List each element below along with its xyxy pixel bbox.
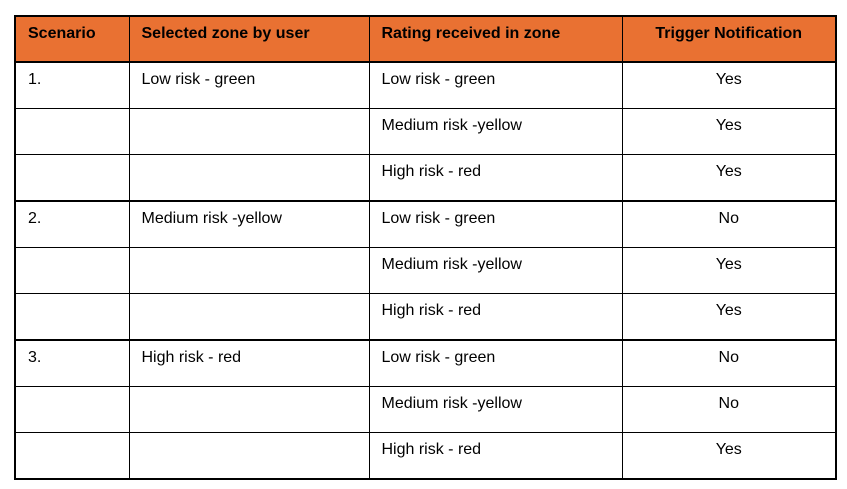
cell-scenario: 1. [14, 61, 130, 109]
cell-rating: Medium risk -yellow [368, 247, 623, 294]
cell-selected-zone-empty [128, 108, 370, 155]
cell-trigger: No [621, 339, 837, 387]
cell-selected-zone: Low risk - green [128, 61, 370, 109]
table-row: Medium risk -yellow Yes [14, 247, 837, 294]
cell-selected-zone: High risk - red [128, 339, 370, 387]
cell-selected-zone-empty [128, 247, 370, 294]
header-cell-scenario: Scenario [14, 15, 130, 63]
cell-scenario: 3. [14, 339, 130, 387]
scenario-notification-table: Scenario Selected zone by user Rating re… [14, 15, 837, 480]
cell-trigger: Yes [621, 61, 837, 109]
table-row: High risk - red Yes [14, 293, 837, 341]
cell-trigger: Yes [621, 293, 837, 341]
header-cell-trigger: Trigger Notification [621, 15, 837, 63]
cell-trigger: Yes [621, 432, 837, 480]
cell-rating: Medium risk -yellow [368, 108, 623, 155]
table-header-row: Scenario Selected zone by user Rating re… [14, 15, 837, 63]
cell-selected-zone-empty [128, 154, 370, 202]
table-row: Medium risk -yellow Yes [14, 108, 837, 155]
cell-rating: Low risk - green [368, 339, 623, 387]
cell-rating: High risk - red [368, 432, 623, 480]
cell-scenario-empty [14, 108, 130, 155]
table-row: 2. Medium risk -yellow Low risk - green … [14, 200, 837, 248]
table-row: High risk - red Yes [14, 432, 837, 480]
cell-selected-zone-empty [128, 293, 370, 341]
cell-selected-zone-empty [128, 386, 370, 433]
cell-trigger: Yes [621, 247, 837, 294]
cell-trigger: No [621, 386, 837, 433]
cell-selected-zone-empty [128, 432, 370, 480]
cell-rating: High risk - red [368, 154, 623, 202]
cell-scenario: 2. [14, 200, 130, 248]
cell-trigger: No [621, 200, 837, 248]
cell-scenario-empty [14, 432, 130, 480]
cell-rating: Low risk - green [368, 61, 623, 109]
cell-trigger: Yes [621, 108, 837, 155]
table-row: 1. Low risk - green Low risk - green Yes [14, 61, 837, 109]
cell-scenario-empty [14, 154, 130, 202]
table-row: High risk - red Yes [14, 154, 837, 202]
cell-rating: Medium risk -yellow [368, 386, 623, 433]
cell-scenario-empty [14, 293, 130, 341]
table-row: 3. High risk - red Low risk - green No [14, 339, 837, 387]
table-row: Medium risk -yellow No [14, 386, 837, 433]
header-cell-selected-zone: Selected zone by user [128, 15, 370, 63]
cell-trigger: Yes [621, 154, 837, 202]
cell-scenario-empty [14, 247, 130, 294]
cell-scenario-empty [14, 386, 130, 433]
cell-rating: High risk - red [368, 293, 623, 341]
cell-rating: Low risk - green [368, 200, 623, 248]
cell-selected-zone: Medium risk -yellow [128, 200, 370, 248]
header-cell-rating: Rating received in zone [368, 15, 623, 63]
